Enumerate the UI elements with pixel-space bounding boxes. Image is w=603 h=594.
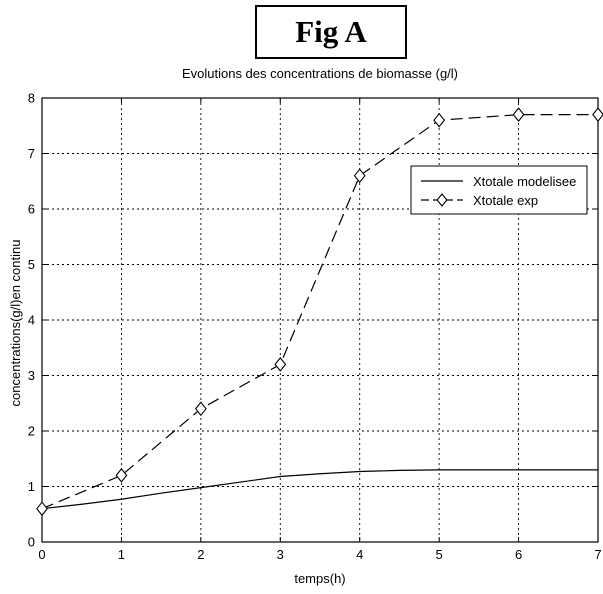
data-point-marker [592,107,603,123]
data-point-marker [433,112,446,128]
data-point-marker [512,107,525,123]
x-tick-label: 7 [594,547,601,562]
x-tick-label: 0 [38,547,45,562]
x-tick-label: 6 [515,547,522,562]
y-axis-label: concentrations(g/l)en continu [8,240,23,407]
data-point-marker [36,501,48,517]
data-point-marker [115,468,128,483]
x-tick-label: 3 [277,547,284,562]
y-tick-label: 7 [28,146,35,161]
figure-label: Fig A [295,14,367,49]
y-axis-ticks: 0 1 2 3 4 5 6 7 8 [28,91,598,550]
data-point-marker [353,168,366,184]
x-tick-label: 4 [356,547,363,562]
y-tick-label: 0 [28,535,35,550]
legend-label-2: Xtotale exp [473,193,538,208]
chart-title: Evolutions des concentrations de biomass… [182,66,458,81]
figure-label-box: Fig A [255,5,407,59]
legend-marker [436,193,448,207]
legend-box [410,165,588,215]
x-tick-label: 5 [436,547,443,562]
y-tick-label: 6 [28,202,35,217]
series-line-2 [41,114,598,510]
y-tick-label: 8 [28,91,35,106]
y-tick-label: 5 [28,257,35,272]
x-tick-label: 2 [197,547,204,562]
data-point-marker [194,401,207,417]
y-tick-label: 2 [28,424,35,439]
x-axis-ticks: 0 1 2 3 4 5 6 7 [38,98,602,562]
y-tick-label: 4 [28,313,35,328]
legend-label-1: Xtotale modelisee [473,174,576,189]
x-tick-label: 1 [118,547,125,562]
x-axis-label: temps(h) [294,571,345,586]
series-layer [36,107,603,517]
data-point-marker [274,357,287,372]
gridlines [42,98,598,542]
y-tick-label: 1 [28,479,35,494]
legend: Xtotale modelisee Xtotale exp [410,165,588,215]
series-line-1 [41,469,598,510]
y-tick-label: 3 [28,368,35,383]
